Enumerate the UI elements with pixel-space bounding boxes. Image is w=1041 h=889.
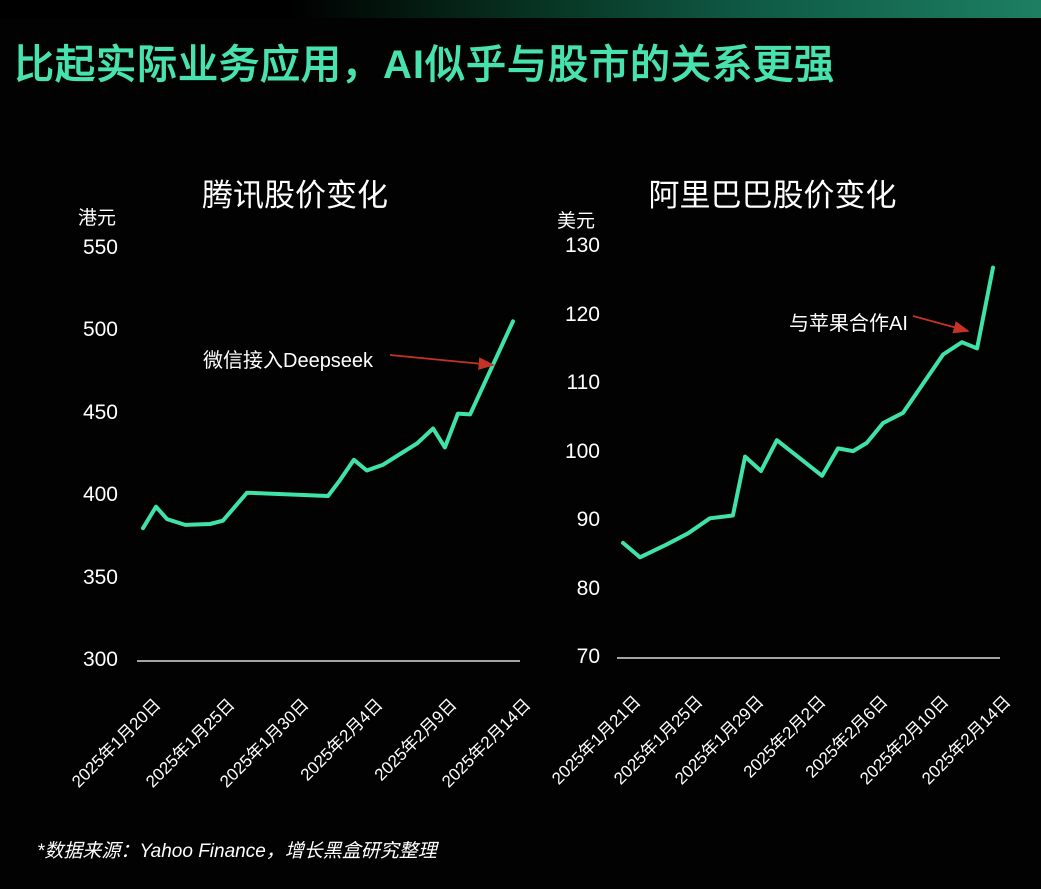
y-tick-label: 300 [82,648,118,671]
y-tick-label: 90 [576,508,600,531]
y-tick-label: 70 [576,645,600,668]
chart-title-alibaba: 阿里巴巴股价变化 [648,178,897,213]
annotation-arrow [912,315,970,334]
y-axis-unit-label: 港元 [78,208,117,229]
annotation-label-apple-ai: 与苹果合作AI [789,313,908,335]
y-tick-label: 350 [82,565,118,589]
y-tick-label: 500 [82,318,118,342]
y-tick-label: 120 [564,302,600,326]
y-tick-label: 450 [82,400,118,424]
y-tick-label: 550 [82,236,118,259]
chart-title-tencent: 腾讯股价变化 [202,178,388,213]
y-tick-label: 80 [576,576,600,600]
price-line [621,265,995,560]
annotation-label-wechat-deepseek: 微信接入Deepseek [203,350,374,372]
y-tick-label: 400 [82,483,118,507]
tencent-line-plot [137,319,520,662]
alibaba-line-plot [617,265,1000,659]
top-gradient-bar [0,0,1041,18]
y-tick-label: 130 [564,234,600,257]
y-tick-label: 110 [566,371,600,394]
annotation-arrow [389,354,495,370]
page-title: 比起实际业务应用，AI似乎与股市的关系更强 [14,43,835,87]
y-axis-unit-label: 美元 [557,211,596,232]
price-line [141,319,515,531]
y-tick-label: 100 [564,439,600,463]
source-note: *数据来源：Yahoo Finance，增长黑盒研究整理 [37,841,437,862]
